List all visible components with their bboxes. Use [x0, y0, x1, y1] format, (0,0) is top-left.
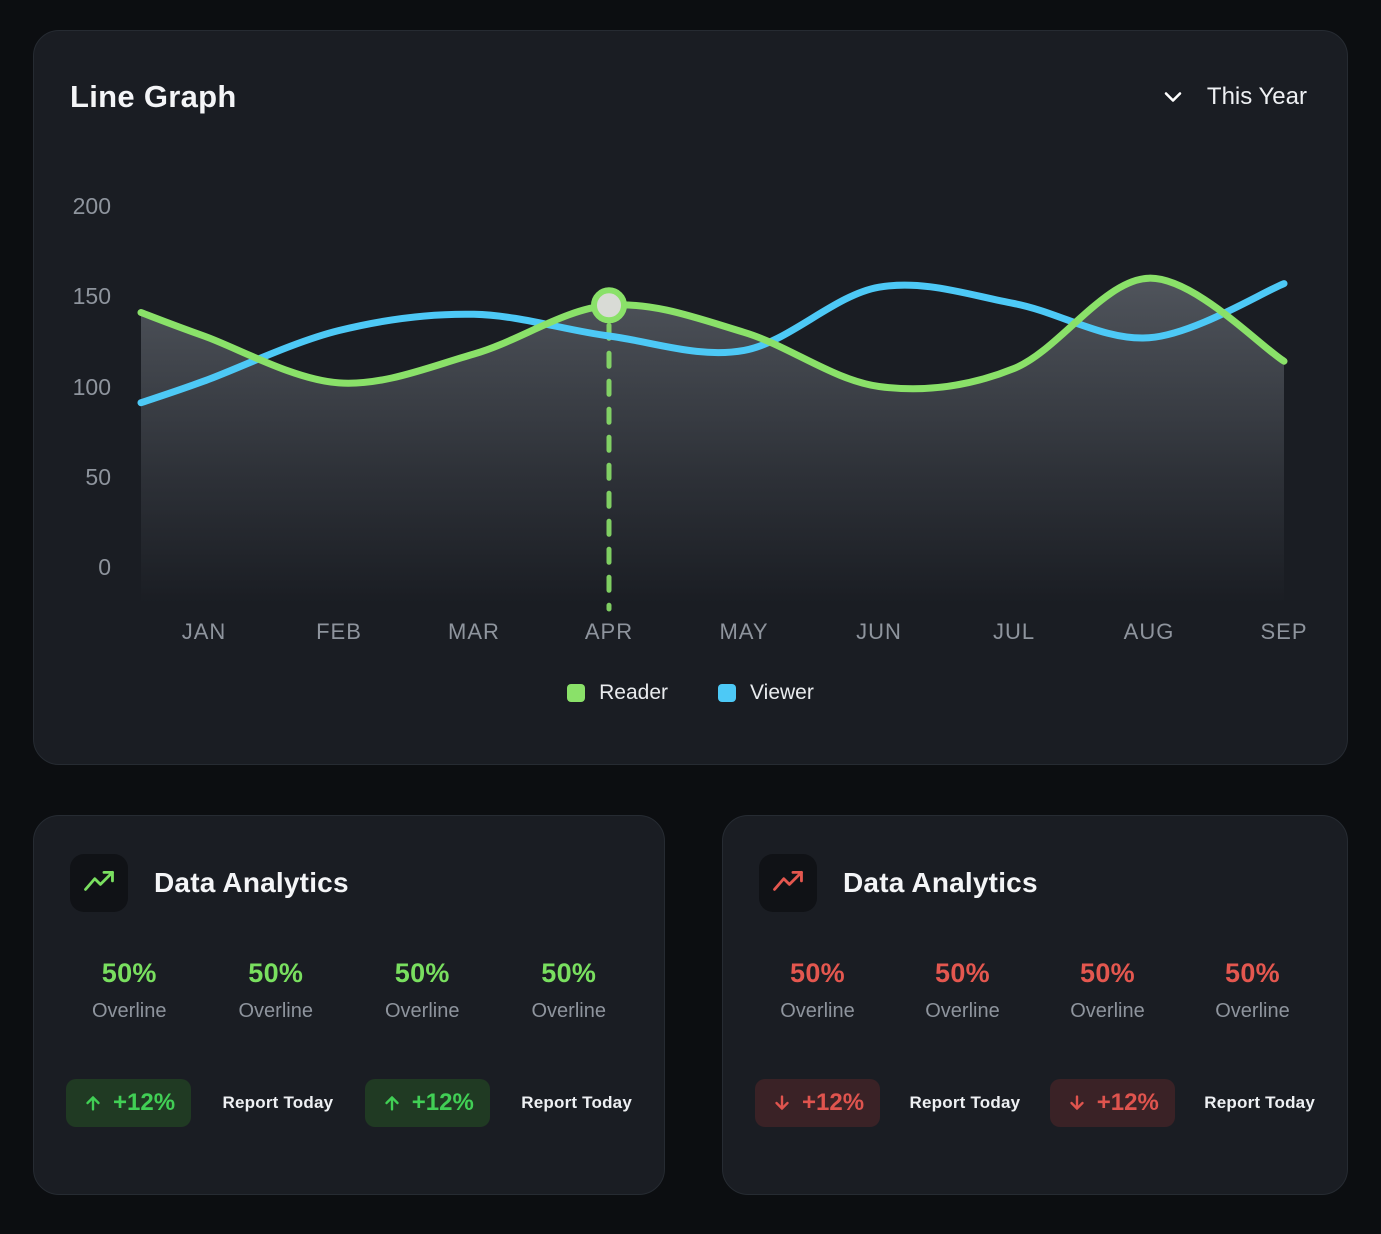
report-label: Report Today — [909, 1093, 1021, 1112]
report-label: Report Today — [521, 1093, 632, 1112]
stat: 50% Overline — [496, 958, 643, 1023]
legend-item[interactable]: Reader — [567, 681, 668, 705]
x-axis-tick: JUN — [856, 619, 902, 644]
stat: 50% Overline — [1180, 958, 1325, 1023]
x-axis-tick: MAR — [448, 619, 500, 644]
stat-value: 50% — [101, 958, 157, 988]
line-chart: 200 150 100 50 0 JAN FEB MAR APR MAY JUN JUL AUG SEP… — [34, 31, 1347, 764]
stat-label: Overline — [1215, 1000, 1290, 1022]
x-axis-tick: FEB — [316, 619, 362, 644]
stat: 50% Overline — [1035, 958, 1180, 1023]
stat-value: 50% — [248, 958, 304, 988]
chevron-down-icon — [1159, 83, 1187, 111]
legend-swatch — [718, 684, 737, 702]
change-badge-label: +12% — [411, 1089, 474, 1116]
period-selector[interactable]: This Year — [1159, 83, 1307, 111]
y-axis-tick: 100 — [72, 373, 111, 400]
change-badge: +12% — [755, 1079, 881, 1127]
stat: 50% Overline — [56, 958, 203, 1023]
stat: 50% Overline — [890, 958, 1035, 1023]
reader-line — [137, 274, 1288, 393]
legend-swatch — [567, 684, 586, 702]
card-title: Line Graph — [70, 79, 237, 114]
x-axis-tick: JUL — [992, 619, 1036, 644]
x-axis-labels: JAN FEB MAR APR MAY JUN JUL AUG SEP — [141, 617, 1307, 647]
chart-plot[interactable] — [137, 191, 1301, 621]
x-axis-tick: APR — [584, 619, 634, 644]
legend-label: Reader — [599, 681, 669, 704]
trend-up-icon — [70, 854, 128, 912]
stat-label: Overline — [925, 1000, 1000, 1022]
analytics-header: Data Analytics — [759, 854, 1311, 912]
stat: 50% Overline — [745, 958, 890, 1023]
analytics-header: Data Analytics — [70, 854, 628, 912]
stat-label: Overline — [385, 1000, 460, 1022]
legend-label: Viewer — [750, 681, 814, 704]
stat-label: Overline — [238, 1000, 313, 1022]
badges-row: +12% Report Today +12% Report Today — [66, 1079, 632, 1127]
highlight-marker — [591, 287, 627, 324]
line-graph-header: Line Graph This Year — [70, 79, 1307, 115]
legend-item[interactable]: Viewer — [718, 681, 814, 705]
change-badge-label: +12% — [1096, 1089, 1159, 1116]
y-axis-tick: 150 — [72, 283, 111, 310]
arrow-down-icon — [1066, 1092, 1088, 1114]
badges-row: +12% Report Today +12% Report Today — [755, 1079, 1315, 1127]
y-axis-tick: 50 — [85, 463, 111, 490]
analytics-title: Data Analytics — [843, 867, 1038, 898]
change-badge: +12% — [66, 1079, 192, 1127]
change-badge: +12% — [1049, 1079, 1175, 1127]
stat-value: 50% — [1080, 958, 1135, 988]
report-label: Report Today — [222, 1093, 334, 1112]
report-label: Report Today — [1204, 1093, 1315, 1112]
x-axis-tick: JAN — [181, 619, 227, 644]
period-label: This Year — [1206, 83, 1307, 110]
stat-label: Overline — [92, 1000, 167, 1022]
arrow-up-icon — [82, 1092, 104, 1114]
analytics-card-positive: Data Analytics 50% Overline 50% Overline… — [33, 815, 665, 1195]
analytics-card-negative: Data Analytics 50% Overline 50% Overline… — [722, 815, 1348, 1195]
stat-value: 50% — [790, 958, 845, 988]
stat: 50% Overline — [349, 958, 496, 1023]
viewer-line — [137, 280, 1288, 407]
stats-row: 50% Overline 50% Overline 50% Overline 5… — [56, 958, 642, 1023]
arrow-down-icon — [771, 1092, 793, 1114]
stat-value: 50% — [935, 958, 990, 988]
stat: 50% Overline — [203, 958, 350, 1023]
stat-value: 50% — [1225, 958, 1280, 988]
stat-value: 50% — [541, 958, 597, 988]
y-axis-tick: 200 — [72, 193, 111, 219]
stat-value: 50% — [394, 958, 450, 988]
change-badge: +12% — [364, 1079, 490, 1127]
stat-label: Overline — [780, 1000, 855, 1022]
x-axis-tick: SEP — [1260, 619, 1308, 644]
change-badge-label: +12% — [113, 1089, 176, 1116]
change-badge-label: +12% — [802, 1089, 865, 1116]
stats-row: 50% Overline 50% Overline 50% Overline 5… — [745, 958, 1325, 1023]
chart-legend: Reader Viewer — [34, 681, 1347, 705]
line-graph-card: Line Graph This Year 200 150 100 50 0 JAN FEB… — [33, 30, 1348, 765]
x-axis-tick: MAY — [719, 619, 769, 644]
trend-up-icon — [759, 854, 817, 912]
area-fill — [141, 278, 1284, 621]
stat-label: Overline — [1070, 1000, 1145, 1022]
x-axis-tick: AUG — [1123, 619, 1175, 644]
arrow-up-icon — [381, 1092, 403, 1114]
stat-label: Overline — [531, 1000, 606, 1022]
analytics-title: Data Analytics — [154, 867, 349, 898]
y-axis-tick: 0 — [98, 554, 111, 580]
